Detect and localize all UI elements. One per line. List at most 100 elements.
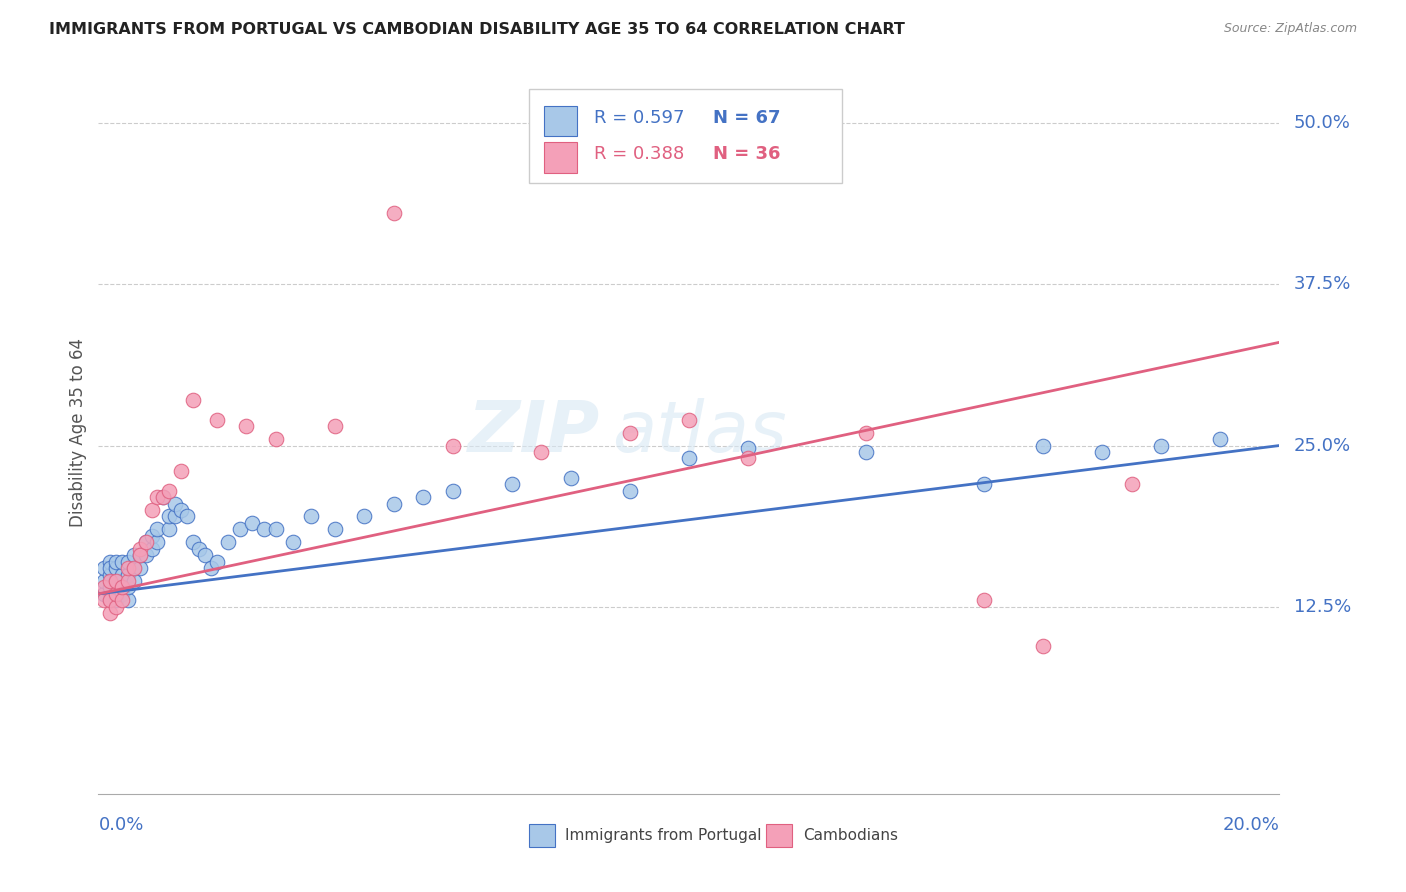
Point — [122, 561, 145, 575]
Point — [176, 509, 198, 524]
Point — [93, 574, 115, 588]
Point — [973, 477, 995, 491]
Point — [98, 555, 121, 569]
Point — [135, 548, 157, 562]
Point — [1032, 438, 1054, 452]
Point — [235, 419, 257, 434]
Point — [678, 413, 700, 427]
Point — [128, 541, 150, 556]
Point — [122, 574, 145, 588]
Point — [1150, 438, 1173, 452]
Point — [146, 490, 169, 504]
Point — [128, 548, 150, 562]
Point — [117, 593, 139, 607]
Point — [117, 561, 139, 575]
Point — [98, 593, 121, 607]
Point — [152, 490, 174, 504]
Point — [323, 522, 346, 536]
Point — [1121, 477, 1143, 491]
Point — [217, 535, 239, 549]
Text: N = 67: N = 67 — [713, 110, 780, 128]
Point — [240, 516, 263, 530]
Point — [105, 574, 128, 588]
Text: 50.0%: 50.0% — [1294, 114, 1351, 132]
Point — [128, 561, 150, 575]
Text: Immigrants from Portugal: Immigrants from Portugal — [565, 828, 762, 843]
Point — [111, 593, 134, 607]
Point — [105, 599, 128, 614]
Point — [441, 483, 464, 498]
Text: 37.5%: 37.5% — [1294, 276, 1351, 293]
Point — [200, 561, 222, 575]
Point — [530, 445, 553, 459]
Point — [678, 451, 700, 466]
Point — [146, 535, 169, 549]
Point — [205, 413, 228, 427]
Point — [98, 574, 121, 588]
Point — [264, 522, 287, 536]
Point — [737, 441, 759, 455]
Point — [165, 509, 187, 524]
Point — [441, 438, 464, 452]
Text: R = 0.597: R = 0.597 — [595, 110, 685, 128]
Point — [98, 607, 121, 621]
Point — [93, 561, 115, 575]
Point — [141, 529, 163, 543]
FancyBboxPatch shape — [530, 89, 842, 184]
Point — [560, 471, 582, 485]
Point — [157, 522, 180, 536]
FancyBboxPatch shape — [544, 106, 576, 136]
Point — [1032, 639, 1054, 653]
Point — [855, 445, 877, 459]
Point — [111, 555, 134, 569]
Point — [135, 535, 157, 549]
Text: 20.0%: 20.0% — [1223, 815, 1279, 833]
Point — [181, 393, 204, 408]
Text: IMMIGRANTS FROM PORTUGAL VS CAMBODIAN DISABILITY AGE 35 TO 64 CORRELATION CHART: IMMIGRANTS FROM PORTUGAL VS CAMBODIAN DI… — [49, 22, 905, 37]
Text: atlas: atlas — [612, 398, 787, 467]
Point — [353, 509, 375, 524]
Point — [111, 587, 134, 601]
Point — [117, 574, 139, 588]
Text: 25.0%: 25.0% — [1294, 436, 1351, 455]
Point — [170, 464, 193, 478]
Point — [412, 490, 434, 504]
Point — [299, 509, 322, 524]
Point — [111, 574, 134, 588]
Point — [283, 535, 305, 549]
Point — [117, 581, 139, 595]
Point — [619, 483, 641, 498]
Point — [117, 555, 139, 569]
Point — [152, 490, 174, 504]
Point — [205, 555, 228, 569]
Text: 12.5%: 12.5% — [1294, 598, 1351, 615]
Point — [93, 593, 115, 607]
Y-axis label: Disability Age 35 to 64: Disability Age 35 to 64 — [69, 338, 87, 527]
Point — [165, 497, 187, 511]
FancyBboxPatch shape — [544, 142, 576, 172]
Point — [157, 483, 180, 498]
Point — [98, 561, 121, 575]
Point — [157, 509, 180, 524]
Point — [98, 581, 121, 595]
Point — [105, 561, 128, 575]
Point — [253, 522, 276, 536]
Text: N = 36: N = 36 — [713, 145, 780, 163]
Point — [323, 419, 346, 434]
Point — [141, 503, 163, 517]
Point — [122, 548, 145, 562]
Point — [855, 425, 877, 440]
Text: Source: ZipAtlas.com: Source: ZipAtlas.com — [1223, 22, 1357, 36]
Point — [111, 567, 134, 582]
Point — [501, 477, 523, 491]
Text: Cambodians: Cambodians — [803, 828, 898, 843]
Text: ZIP: ZIP — [468, 398, 600, 467]
Point — [194, 548, 217, 562]
Text: 0.0%: 0.0% — [98, 815, 143, 833]
Point — [128, 548, 150, 562]
Point — [170, 503, 193, 517]
FancyBboxPatch shape — [766, 823, 792, 847]
Point — [105, 587, 128, 601]
Point — [105, 574, 128, 588]
Point — [141, 541, 163, 556]
